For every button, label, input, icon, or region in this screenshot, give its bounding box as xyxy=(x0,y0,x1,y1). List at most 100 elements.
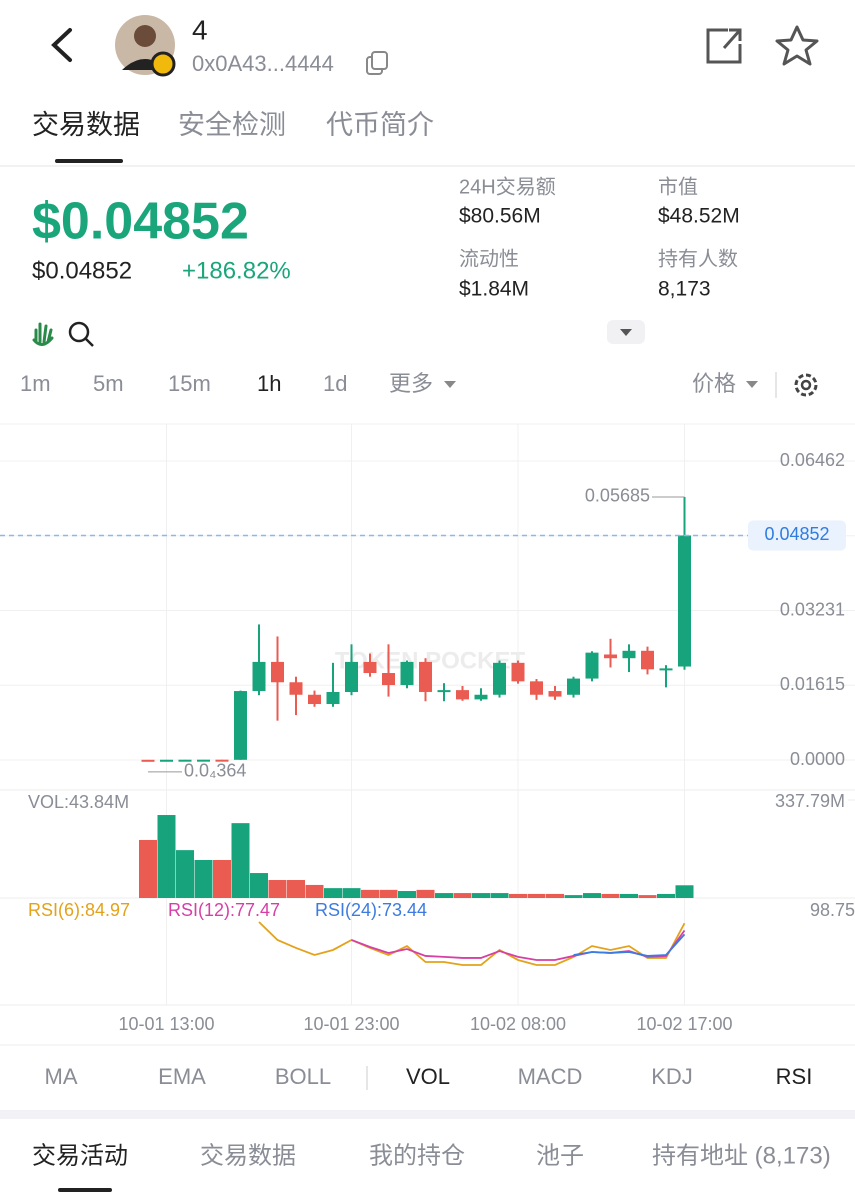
candle-body xyxy=(548,691,562,697)
search-icon[interactable] xyxy=(68,321,90,343)
interval[interactable]: 1h xyxy=(257,371,281,396)
price-sub: $0.04852 xyxy=(32,257,132,284)
volume-bar xyxy=(416,889,435,898)
candle-body xyxy=(252,661,266,692)
candle-body xyxy=(382,673,395,686)
indicator[interactable]: KDJ xyxy=(651,1064,693,1089)
caret xyxy=(620,329,632,336)
volume-bar xyxy=(250,873,268,898)
stat-value: 8,173 xyxy=(658,278,711,301)
candle-body xyxy=(400,661,414,686)
copy-icon-back xyxy=(371,51,388,70)
volume-bar xyxy=(546,893,564,898)
volume-bar xyxy=(453,893,472,898)
volume-bar xyxy=(305,884,324,898)
stat-label: 持有人数 xyxy=(658,247,738,270)
volume-bar xyxy=(139,839,157,898)
candle-body xyxy=(271,661,284,683)
candle-body xyxy=(622,650,636,659)
price: $0.04852 xyxy=(32,193,249,251)
tab-indicator xyxy=(55,159,123,163)
tab[interactable]: 交易数据 xyxy=(32,110,140,140)
volume-bar xyxy=(287,880,305,898)
candle-body xyxy=(419,661,432,692)
candle-body xyxy=(160,759,173,762)
price-change: +186.82% xyxy=(182,257,291,284)
interval[interactable]: 15m xyxy=(168,371,211,396)
candle-body xyxy=(604,654,617,659)
volume-bar xyxy=(527,893,546,898)
x-tick-label: 10-01 13:00 xyxy=(118,1014,214,1034)
back-button[interactable] xyxy=(51,28,72,62)
rsi-line xyxy=(258,921,686,966)
y-tick-label: 0.03231 xyxy=(780,599,845,619)
legend-entry: RSI(6):84.97 xyxy=(28,900,130,920)
bottom-tab[interactable]: 我的持仓 xyxy=(369,1142,465,1169)
candle-body xyxy=(659,668,673,671)
volume-bar xyxy=(435,893,453,898)
indicator[interactable]: RSI xyxy=(776,1064,813,1089)
tab[interactable]: 代币简介 xyxy=(326,110,434,140)
candle-body xyxy=(641,650,654,670)
tab[interactable]: 安全检测 xyxy=(178,110,286,140)
rsi-line xyxy=(351,929,686,961)
candle-body xyxy=(585,652,599,679)
volume-bar xyxy=(509,893,527,898)
legend-entry: RSI(12):77.47 xyxy=(168,900,280,920)
stat-value: $48.52M xyxy=(658,205,740,228)
current-price-label: 0.04852 xyxy=(764,524,829,544)
y-tick-label: 98.75 xyxy=(810,900,855,920)
interval[interactable]: 1d xyxy=(323,371,347,396)
indicator[interactable]: MACD xyxy=(518,1064,583,1089)
bottom-tab[interactable]: 池子 xyxy=(536,1142,584,1169)
indicator[interactable]: BOLL xyxy=(275,1064,331,1089)
x-tick-label: 10-01 23:00 xyxy=(303,1014,399,1034)
indicator[interactable]: VOL xyxy=(406,1064,450,1089)
y-tick-label: 0.06462 xyxy=(780,450,845,470)
candle-body xyxy=(511,662,525,682)
volume-bar xyxy=(490,893,509,898)
favorite-button[interactable] xyxy=(775,25,819,66)
hand-icon[interactable] xyxy=(32,322,54,346)
candle-body xyxy=(437,690,451,693)
y-tick-label: 337.79M xyxy=(775,791,845,811)
candle-body xyxy=(567,678,580,695)
volume-bar xyxy=(657,893,675,898)
interval[interactable]: 5m xyxy=(93,371,124,396)
volume-bar xyxy=(675,885,694,898)
y-tick-label: 0.01615 xyxy=(780,674,845,694)
candle-body xyxy=(141,759,155,762)
candle-body xyxy=(345,661,358,692)
bottom-tab[interactable]: 持有地址 (8,173) xyxy=(652,1142,831,1169)
bottom-tab[interactable]: 交易数据 xyxy=(200,1142,296,1169)
candle-body xyxy=(678,535,691,667)
settings-button[interactable] xyxy=(794,373,818,397)
price-menu[interactable]: 价格 xyxy=(692,371,736,396)
volume-bar xyxy=(398,891,416,898)
candle-body xyxy=(215,759,229,762)
section-gap xyxy=(0,1110,855,1119)
low-label: 0.0₄364 xyxy=(184,761,246,781)
caret xyxy=(746,381,758,388)
stat-label: 市值 xyxy=(658,175,698,198)
volume-bar xyxy=(157,815,176,898)
share-button[interactable] xyxy=(706,28,742,64)
volume-bar xyxy=(601,893,620,898)
indicator[interactable]: EMA xyxy=(158,1064,206,1089)
candle-body xyxy=(530,681,543,695)
interval[interactable]: 1m xyxy=(20,371,51,396)
volume-bar xyxy=(379,889,398,898)
interval[interactable]: 更多 xyxy=(389,371,433,396)
legend-entry: RSI(24):73.44 xyxy=(315,900,427,920)
volume-bar xyxy=(213,859,231,898)
volume-bar xyxy=(268,880,287,898)
candle-body xyxy=(178,759,192,762)
indicator[interactable]: MA xyxy=(45,1064,78,1089)
bottom-tab[interactable]: 交易活动 xyxy=(32,1142,128,1169)
candle-body xyxy=(197,759,210,762)
stat-value: $80.56M xyxy=(459,205,541,228)
volume-bar xyxy=(583,893,601,898)
volume-bar xyxy=(231,823,250,898)
